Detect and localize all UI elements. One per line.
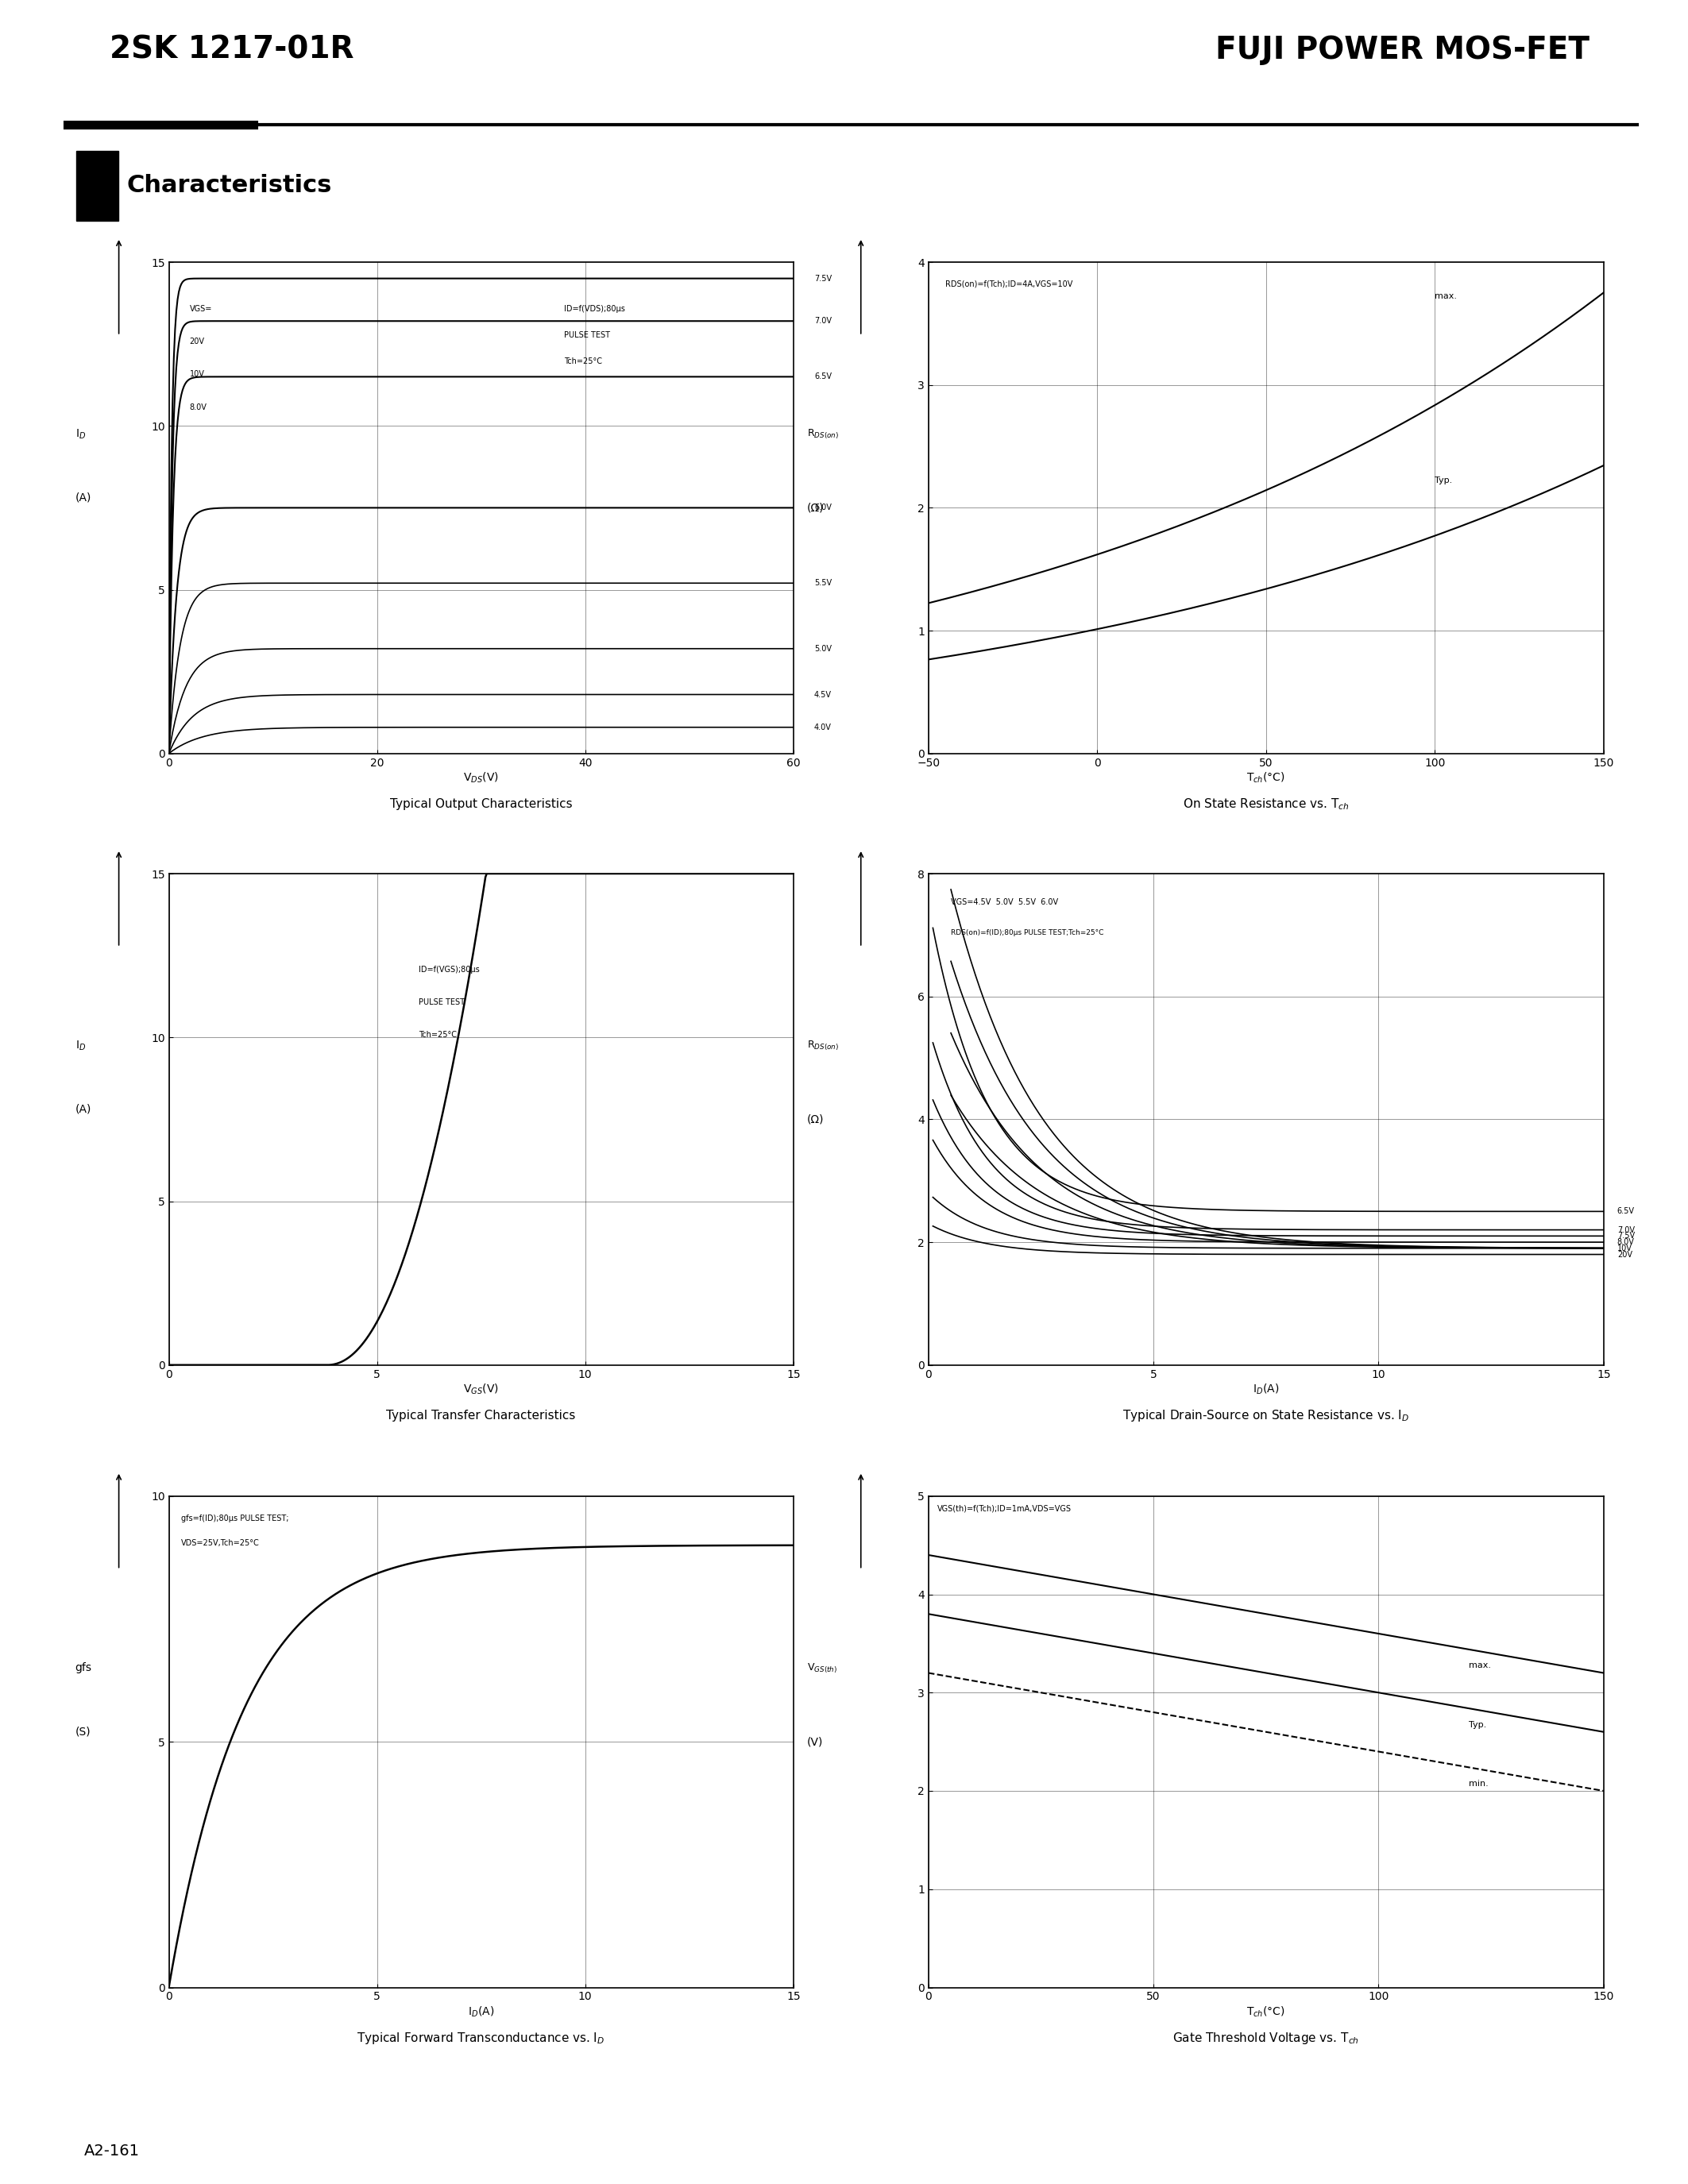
X-axis label: I$_D$(A): I$_D$(A) [468,2005,495,2018]
Text: Typical Transfer Characteristics: Typical Transfer Characteristics [387,1411,576,1422]
Text: 10V: 10V [189,371,204,378]
Text: 20V: 20V [1617,1251,1632,1258]
X-axis label: T$_{ch}$(°C): T$_{ch}$(°C) [1247,2005,1285,2018]
Text: 4.5V: 4.5V [814,690,832,699]
Text: 20V: 20V [189,339,204,345]
Text: Typical Drain-Source on State Resistance vs. I$_D$: Typical Drain-Source on State Resistance… [1123,1409,1409,1424]
Text: I$_D$: I$_D$ [74,428,86,441]
Text: 7.5V: 7.5V [814,275,832,282]
Text: 4.0V: 4.0V [814,723,832,732]
Text: 7.0V: 7.0V [1617,1225,1634,1234]
Text: (A): (A) [74,1103,91,1116]
Text: R$_{DS(on)}$: R$_{DS(on)}$ [807,428,839,441]
Text: 7.0V: 7.0V [814,317,832,325]
Text: min.: min. [1469,1780,1489,1787]
Text: 6.5V: 6.5V [1617,1208,1634,1216]
Text: (S): (S) [74,1725,91,1738]
Text: 7.5V: 7.5V [1617,1232,1634,1241]
Text: V$_{GS(th)}$: V$_{GS(th)}$ [807,1662,837,1675]
Text: VGS(th)=f(Tch);ID=1mA,VDS=VGS: VGS(th)=f(Tch);ID=1mA,VDS=VGS [937,1505,1072,1511]
Text: R$_{DS(on)}$: R$_{DS(on)}$ [807,1040,839,1053]
Text: Typical Output Characteristics: Typical Output Characteristics [390,799,572,810]
Text: I$_D$: I$_D$ [74,1040,86,1053]
Text: Characteristics: Characteristics [127,175,333,197]
Text: (V): (V) [807,1736,824,1747]
Text: Tch=25°C: Tch=25°C [419,1031,457,1040]
Text: max.: max. [1435,293,1457,301]
Text: VDS=25V,Tch=25°C: VDS=25V,Tch=25°C [181,1540,260,1546]
Text: (Ω): (Ω) [807,1114,824,1125]
Text: 8.0V: 8.0V [189,404,208,411]
Text: Gate Threshold Voltage vs. T$_{ch}$: Gate Threshold Voltage vs. T$_{ch}$ [1173,2031,1359,2046]
Text: Typ.: Typ. [1469,1721,1485,1728]
Text: max.: max. [1469,1662,1491,1669]
Text: 8.0V: 8.0V [1617,1238,1634,1247]
Text: VGS=: VGS= [189,306,213,312]
Text: FUJI POWER MOS-FET: FUJI POWER MOS-FET [1215,35,1590,66]
Text: (Ω): (Ω) [807,502,824,513]
X-axis label: I$_D$(A): I$_D$(A) [1252,1382,1280,1396]
Text: gfs: gfs [74,1662,91,1673]
Text: ID=f(VDS);80µs: ID=f(VDS);80µs [564,306,626,312]
Text: 2SK 1217-01R: 2SK 1217-01R [110,35,354,66]
Text: A2-161: A2-161 [84,2145,140,2158]
Text: VGS=4.5V  5.0V  5.5V  6.0V: VGS=4.5V 5.0V 5.5V 6.0V [950,898,1058,906]
Text: 5.5V: 5.5V [814,579,832,587]
Text: RDS(on)=f(ID);80µs PULSE TEST;Tch=25°C: RDS(on)=f(ID);80µs PULSE TEST;Tch=25°C [950,930,1104,937]
Text: 10V: 10V [1617,1245,1632,1251]
X-axis label: V$_{GS}$(V): V$_{GS}$(V) [463,1382,500,1396]
X-axis label: T$_{ch}$(°C): T$_{ch}$(°C) [1247,771,1285,784]
Text: Typical Forward Transconductance vs. I$_D$: Typical Forward Transconductance vs. I$_… [358,2031,604,2046]
Text: Typ.: Typ. [1435,476,1452,485]
Text: (A): (A) [74,491,91,505]
Text: Tch=25°C: Tch=25°C [564,358,603,365]
Text: On State Resistance vs. T$_{ch}$: On State Resistance vs. T$_{ch}$ [1183,797,1349,812]
Text: 6.5V: 6.5V [814,373,832,380]
Bar [76,151,118,221]
Text: PULSE TEST: PULSE TEST [419,998,464,1007]
Text: 6.0V: 6.0V [814,505,832,511]
X-axis label: V$_{DS}$(V): V$_{DS}$(V) [463,771,500,784]
Text: 5.0V: 5.0V [814,644,832,653]
Text: gfs=f(ID);80µs PULSE TEST;: gfs=f(ID);80µs PULSE TEST; [181,1514,289,1522]
Text: RDS(on)=f(Tch);ID=4A,VGS=10V: RDS(on)=f(Tch);ID=4A,VGS=10V [945,280,1072,288]
Text: PULSE TEST: PULSE TEST [564,332,611,339]
Text: ID=f(VGS);80µs: ID=f(VGS);80µs [419,965,479,974]
